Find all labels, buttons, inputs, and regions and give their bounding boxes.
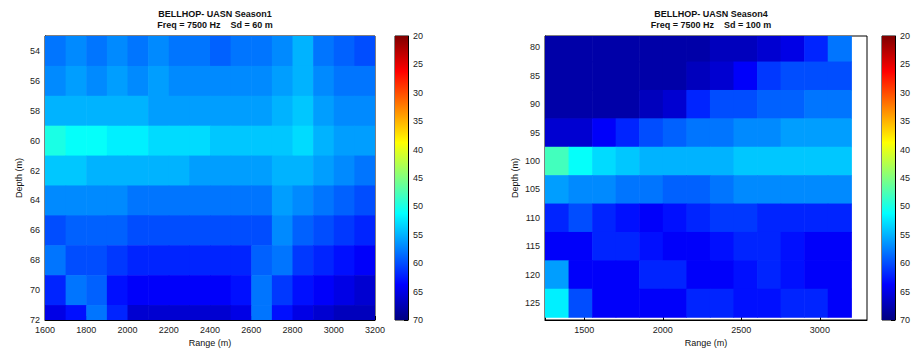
svg-text:1800: 1800 [76,325,96,335]
svg-text:BELLHOP- UASN Season4: BELLHOP- UASN Season4 [654,9,768,19]
svg-text:55: 55 [413,230,423,240]
svg-text:125: 125 [525,298,540,308]
svg-text:40: 40 [413,145,423,155]
svg-text:40: 40 [900,145,910,155]
svg-text:3000: 3000 [810,325,830,335]
svg-text:2600: 2600 [241,325,261,335]
svg-text:2400: 2400 [200,325,220,335]
svg-text:2000: 2000 [653,325,673,335]
svg-text:50: 50 [900,201,910,211]
svg-text:66: 66 [30,225,40,235]
svg-text:30: 30 [900,88,910,98]
svg-text:120: 120 [525,270,540,280]
svg-text:30: 30 [413,88,423,98]
svg-text:50: 50 [413,201,423,211]
svg-text:20: 20 [413,31,423,41]
svg-text:Range (m): Range (m) [685,338,728,348]
svg-text:64: 64 [30,195,40,205]
svg-text:Freq = 7500 Hz Sd = 60 m: Freq = 7500 Hz Sd = 60 m [157,20,273,30]
svg-text:90: 90 [530,99,540,109]
svg-text:68: 68 [30,255,40,265]
svg-text:95: 95 [530,128,540,138]
svg-text:70: 70 [30,285,40,295]
svg-text:Depth (m): Depth (m) [510,158,520,198]
svg-text:115: 115 [526,241,540,251]
svg-text:70: 70 [900,315,910,325]
svg-text:55: 55 [900,230,910,240]
svg-text:2500: 2500 [731,325,751,335]
svg-text:Depth (m): Depth (m) [14,158,24,198]
svg-text:25: 25 [413,59,423,69]
svg-text:45: 45 [900,173,910,183]
svg-text:20: 20 [900,31,910,41]
svg-text:110: 110 [526,213,540,223]
svg-text:Range (m): Range (m) [189,338,232,348]
svg-text:60: 60 [30,136,40,146]
svg-text:56: 56 [30,76,40,86]
svg-text:58: 58 [30,106,40,116]
svg-text:25: 25 [900,59,910,69]
svg-text:100: 100 [525,156,540,166]
svg-text:60: 60 [413,258,423,268]
svg-text:2800: 2800 [282,325,302,335]
svg-text:2200: 2200 [159,325,179,335]
svg-text:85: 85 [530,71,540,81]
svg-text:35: 35 [413,116,423,126]
svg-text:35: 35 [900,116,910,126]
svg-text:70: 70 [413,315,423,325]
svg-text:1500: 1500 [574,325,594,335]
svg-text:2000: 2000 [117,325,137,335]
svg-text:1600: 1600 [35,325,55,335]
svg-text:Freq = 7500 Hz Sd = 100 m: Freq = 7500 Hz Sd = 100 m [651,20,772,30]
svg-text:3000: 3000 [324,325,344,335]
svg-text:54: 54 [30,46,40,56]
svg-text:105: 105 [525,184,540,194]
svg-text:65: 65 [413,287,423,297]
svg-text:45: 45 [413,173,423,183]
svg-text:3200: 3200 [365,325,385,335]
svg-text:BELLHOP- UASN Season1: BELLHOP- UASN Season1 [158,9,272,19]
svg-text:60: 60 [900,258,910,268]
svg-text:72: 72 [30,315,40,325]
svg-text:62: 62 [30,166,40,176]
svg-text:65: 65 [900,287,910,297]
svg-text:80: 80 [530,42,540,52]
